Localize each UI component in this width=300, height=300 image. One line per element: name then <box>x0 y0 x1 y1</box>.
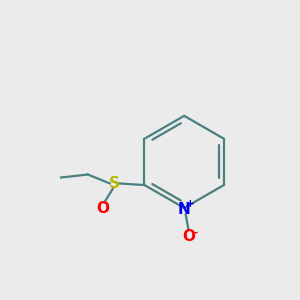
Text: O: O <box>96 201 109 216</box>
Text: -: - <box>193 227 198 237</box>
Text: N: N <box>178 202 190 217</box>
Text: +: + <box>186 199 195 209</box>
Text: S: S <box>109 176 120 191</box>
Text: O: O <box>182 229 195 244</box>
